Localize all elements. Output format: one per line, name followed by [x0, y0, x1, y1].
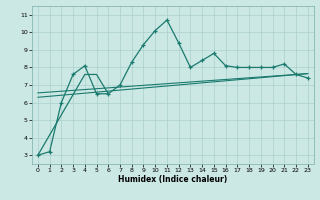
- X-axis label: Humidex (Indice chaleur): Humidex (Indice chaleur): [118, 175, 228, 184]
